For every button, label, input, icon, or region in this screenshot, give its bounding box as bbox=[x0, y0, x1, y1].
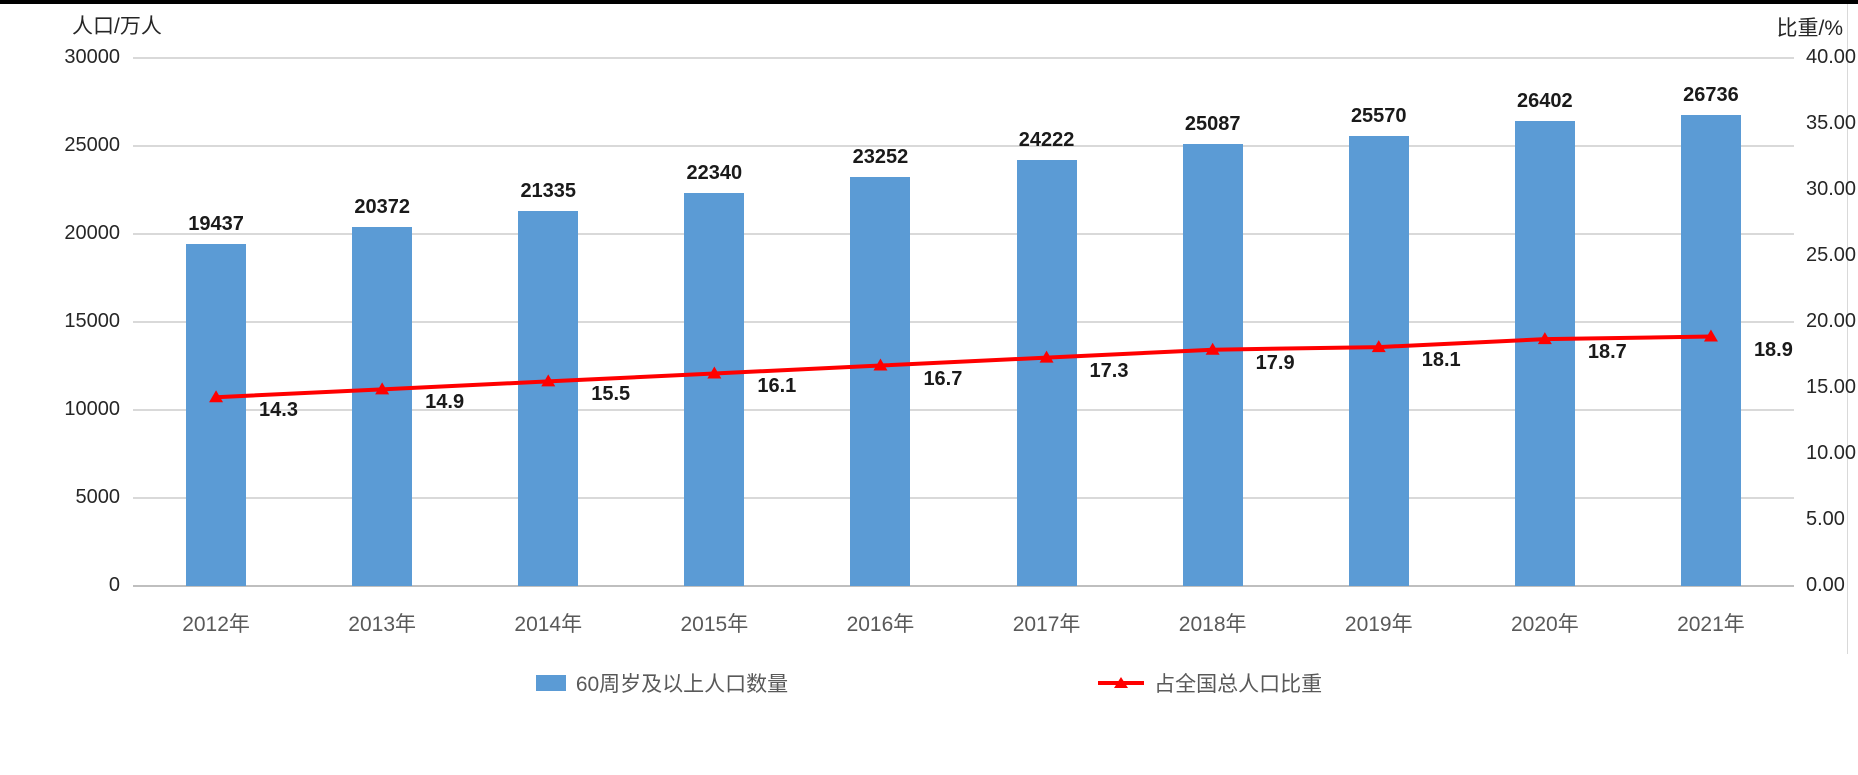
x-axis-category-label: 2018年 bbox=[1178, 613, 1247, 636]
right-axis-tick-label: 10.00 bbox=[1806, 442, 1857, 464]
line-value-label: 18.1 bbox=[1421, 349, 1461, 372]
gridline bbox=[133, 409, 1794, 411]
right-axis-tick-label: 5.00 bbox=[1806, 508, 1845, 530]
line-value-label: 14.3 bbox=[259, 399, 298, 422]
line-value-label: 14.9 bbox=[425, 391, 465, 414]
x-axis-category-label: 2012年 bbox=[182, 613, 250, 636]
bar bbox=[1016, 159, 1077, 586]
gridline bbox=[133, 145, 1794, 147]
legend-item-bar-series: 60周岁及以上人口数量 bbox=[535, 668, 789, 698]
x-axis-category-label: 2015年 bbox=[680, 613, 749, 636]
bar bbox=[1348, 135, 1409, 586]
bar bbox=[684, 192, 745, 586]
line-value-label: 17.3 bbox=[1089, 359, 1129, 382]
chart-right-border bbox=[1847, 4, 1848, 654]
x-axis-category-label: 2021年 bbox=[1677, 613, 1745, 636]
right-axis-title: 比重/% bbox=[1776, 17, 1843, 40]
right-axis-tick-label: 30.00 bbox=[1806, 178, 1857, 200]
bar bbox=[186, 243, 247, 586]
x-axis-category-label: 2013年 bbox=[348, 613, 416, 636]
legend: 60周岁及以上人口数量 占全国总人口比重 bbox=[0, 668, 1858, 698]
bar bbox=[1680, 115, 1741, 586]
bar-value-label: 26402 bbox=[1517, 90, 1573, 113]
x-axis-line bbox=[133, 585, 1794, 587]
legend-item-line-series: 占全国总人口比重 bbox=[1098, 668, 1322, 698]
line-point-marker-icon bbox=[1703, 329, 1718, 342]
bar-value-label: 24222 bbox=[1018, 128, 1075, 151]
bar-value-label: 23252 bbox=[852, 145, 909, 168]
line-point-marker-icon bbox=[707, 366, 722, 379]
line-point-marker-icon bbox=[1371, 340, 1386, 353]
x-axis-category-label: 2016年 bbox=[846, 613, 915, 636]
legend-label-bar-series: 60周岁及以上人口数量 bbox=[575, 673, 789, 696]
line-value-label: 16.1 bbox=[757, 375, 797, 398]
line-series-swatch-icon bbox=[1098, 674, 1145, 692]
line-point-marker-icon bbox=[873, 358, 888, 371]
left-axis-tick-label: 30000 bbox=[64, 46, 120, 68]
left-axis-tick-label: 0 bbox=[108, 574, 120, 596]
line-point-marker-icon bbox=[1205, 342, 1220, 355]
line-value-label: 18.7 bbox=[1587, 341, 1627, 364]
x-axis-category-label: 2020年 bbox=[1510, 613, 1579, 636]
gridline bbox=[133, 233, 1794, 235]
right-axis-tick-label: 15.00 bbox=[1806, 376, 1857, 398]
left-axis-tick-label: 25000 bbox=[64, 134, 120, 156]
legend-label-line-series: 占全国总人口比重 bbox=[1154, 673, 1323, 696]
line-series-layer bbox=[209, 329, 1718, 403]
left-axis-tick-label: 5000 bbox=[75, 486, 121, 508]
bar-value-label: 26736 bbox=[1683, 84, 1739, 107]
gridline bbox=[133, 57, 1794, 59]
x-axis-category-label: 2014年 bbox=[514, 613, 583, 636]
bar-value-label: 21335 bbox=[520, 179, 577, 202]
bar-value-label: 20372 bbox=[354, 196, 410, 219]
bar bbox=[518, 210, 579, 586]
window-top-edge bbox=[0, 0, 1858, 4]
line-value-label: 15.5 bbox=[591, 383, 631, 406]
left-axis-tick-label: 15000 bbox=[64, 310, 120, 332]
line-value-label: 16.7 bbox=[923, 367, 963, 390]
line-point-marker-icon bbox=[1039, 350, 1054, 363]
line-value-label: 18.9 bbox=[1753, 338, 1793, 361]
bar bbox=[1182, 144, 1243, 586]
bar bbox=[352, 227, 413, 586]
right-axis-tick-label: 20.00 bbox=[1806, 310, 1857, 332]
right-axis-tick-label: 35.00 bbox=[1806, 112, 1857, 134]
left-axis-tick-label: 10000 bbox=[64, 398, 120, 420]
gridline bbox=[133, 321, 1794, 323]
line-point-marker-icon bbox=[209, 390, 224, 403]
left-axis-tick-label: 20000 bbox=[64, 222, 120, 244]
bar-series-swatch-icon bbox=[535, 675, 566, 691]
bar-value-label: 25570 bbox=[1350, 104, 1407, 127]
line-value-label: 17.9 bbox=[1255, 351, 1295, 374]
line-series-path bbox=[215, 334, 1711, 400]
line-point-marker-icon bbox=[541, 374, 556, 387]
x-axis-category-label: 2017年 bbox=[1012, 613, 1081, 636]
bar bbox=[1514, 121, 1575, 586]
right-axis-tick-label: 40.00 bbox=[1806, 46, 1857, 68]
bar bbox=[850, 176, 911, 586]
x-axis-category-label: 2019年 bbox=[1344, 613, 1413, 636]
left-axis-title: 人口/万人 bbox=[72, 15, 162, 38]
bar-value-label: 25087 bbox=[1184, 113, 1241, 136]
right-axis-tick-label: 25.00 bbox=[1806, 244, 1857, 266]
right-axis-tick-label: 0.00 bbox=[1806, 574, 1845, 596]
gridline bbox=[133, 497, 1794, 499]
line-point-marker-icon bbox=[1537, 332, 1552, 345]
line-point-marker-icon bbox=[375, 382, 390, 395]
bar-value-label: 22340 bbox=[686, 161, 743, 184]
bar-value-label: 19437 bbox=[188, 212, 244, 235]
